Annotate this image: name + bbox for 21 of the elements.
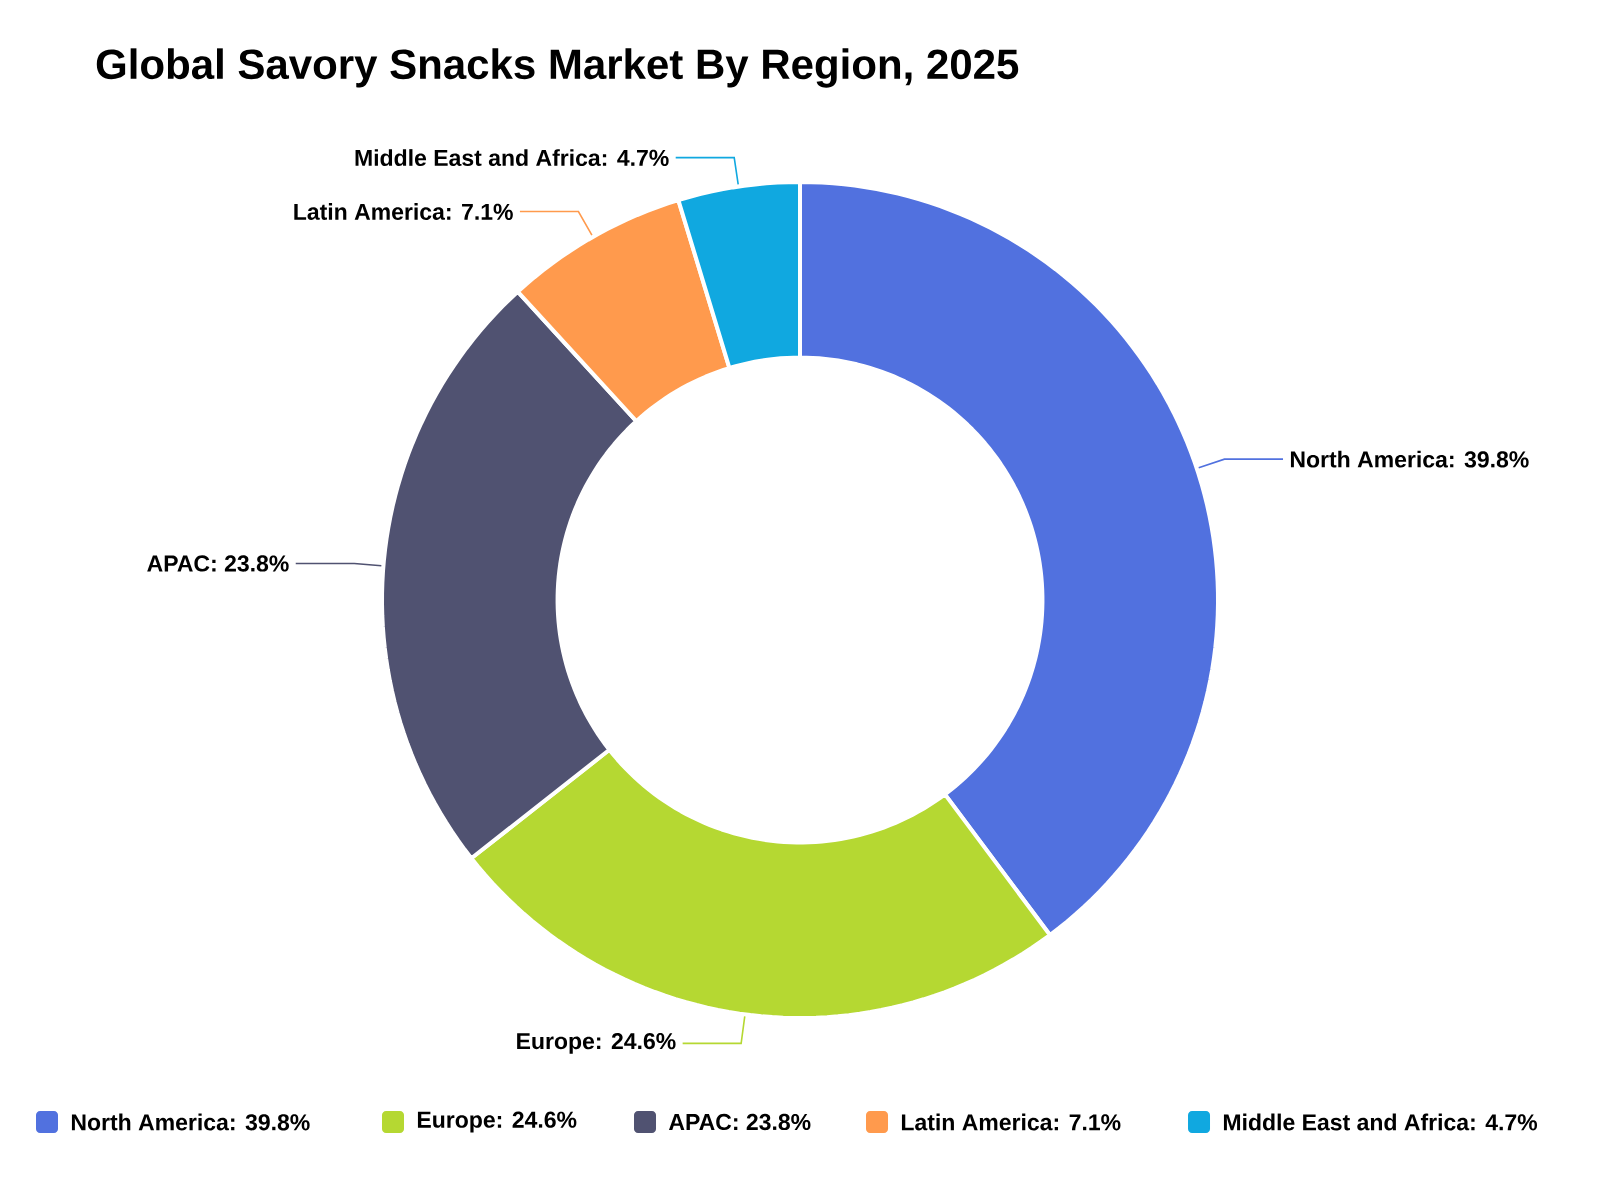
data-label: : 7.1%	[447, 203, 513, 220]
legend-label: Europe	[417, 1111, 495, 1133]
text: : 24.6%	[497, 1111, 577, 1128]
legend-label: Latin America	[901, 1113, 1053, 1131]
slice-label: North America	[1290, 450, 1448, 468]
slice-label: APAC	[147, 555, 210, 572]
slice-label: Middle East and Africa	[355, 149, 601, 167]
chart-title: Global Savory Snacks Market By Region, 2025	[96, 48, 1019, 88]
data-label: : 24.6%	[597, 1032, 676, 1050]
data-label: : 39.8%	[1450, 451, 1529, 468]
text: : 39.8%	[231, 1114, 310, 1131]
slice-label: Latin America	[294, 203, 445, 220]
legend-label: North America	[71, 1113, 229, 1131]
data-label: : 4.7%	[602, 149, 669, 166]
text: : 7.1%	[1054, 1114, 1121, 1131]
data-label: : 23.8%	[212, 555, 289, 572]
text: : 4.7%	[1471, 1114, 1538, 1131]
legend-label: Middle East and Africa	[1223, 1113, 1470, 1131]
slice-label: Europe	[517, 1033, 595, 1054]
legend-label: APAC	[668, 1113, 732, 1131]
text: : 23.8%	[734, 1113, 811, 1131]
